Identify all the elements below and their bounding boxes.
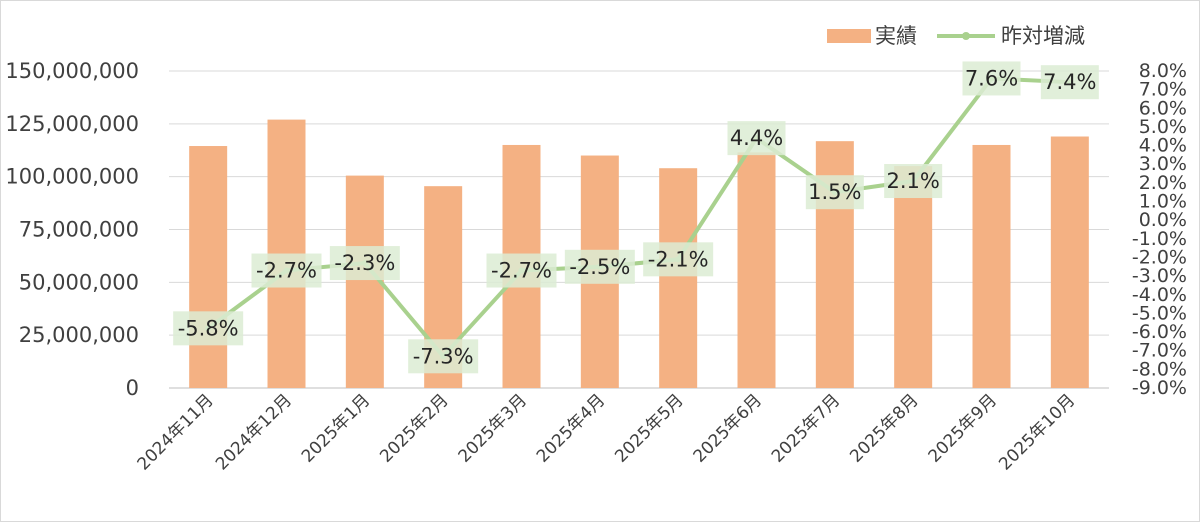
data-label-1: -5.8% bbox=[178, 316, 239, 340]
category-label: 2025年6月 bbox=[690, 390, 766, 466]
category-label: 2025年10月 bbox=[995, 390, 1079, 474]
data-label-11: 7.6% bbox=[965, 66, 1018, 90]
left-tick-label: 125,000,000 bbox=[5, 112, 139, 136]
data-label-12: 7.4% bbox=[1043, 70, 1096, 94]
category-label: 2025年1月 bbox=[298, 390, 374, 466]
data-label-box bbox=[1040, 65, 1099, 100]
right-tick-label: -5.0% bbox=[1132, 302, 1187, 324]
data-label-7: -2.1% bbox=[648, 247, 709, 271]
data-label-3: -2.3% bbox=[334, 251, 395, 275]
right-tick-label: -8.0% bbox=[1132, 358, 1187, 380]
left-tick-label: 100,000,000 bbox=[5, 165, 139, 189]
category-label: 2025年8月 bbox=[846, 390, 922, 466]
legend-line-label: 昨対増減 bbox=[1001, 24, 1085, 48]
gridlines bbox=[169, 70, 1109, 389]
data-label-box bbox=[173, 311, 244, 346]
legend-line-marker bbox=[962, 32, 970, 40]
right-axis: -9.0%-8.0%-7.0%-6.0%-5.0%-4.0%-3.0%-2.0%… bbox=[1132, 60, 1187, 399]
bar-10 bbox=[894, 166, 933, 388]
left-tick-label: 75,000,000 bbox=[19, 218, 139, 242]
data-label-box bbox=[329, 246, 400, 281]
data-label-box bbox=[727, 121, 786, 156]
data-label-box bbox=[251, 253, 322, 288]
bar-3 bbox=[345, 175, 384, 388]
legend-bar-label: 実績 bbox=[875, 24, 917, 48]
category-label: 2025年5月 bbox=[611, 390, 687, 466]
left-tick-label: 50,000,000 bbox=[19, 270, 139, 294]
data-label-5: -2.7% bbox=[491, 259, 552, 283]
right-tick-label: 4.0% bbox=[1139, 135, 1187, 157]
right-tick-label: 7.0% bbox=[1139, 79, 1187, 101]
right-tick-label: -7.0% bbox=[1132, 340, 1187, 362]
data-label-box bbox=[805, 175, 864, 210]
yoy-line bbox=[206, 76, 1070, 359]
right-tick-label: 5.0% bbox=[1139, 116, 1187, 138]
right-tick-label: 6.0% bbox=[1139, 97, 1187, 119]
category-label: 2025年3月 bbox=[455, 390, 531, 466]
bar-series bbox=[189, 119, 1089, 389]
left-tick-label: 25,000,000 bbox=[19, 323, 139, 347]
data-labels: -5.8% -2.7% -2.3% -7.3% -2.7% -2.5% -2.1% 4.4% 1… bbox=[173, 61, 1099, 374]
data-label-8: 4.4% bbox=[730, 126, 783, 150]
right-tick-label: -2.0% bbox=[1132, 246, 1187, 268]
category-label: 2025年2月 bbox=[376, 390, 452, 466]
bar-1 bbox=[189, 146, 228, 388]
data-label-box bbox=[962, 61, 1021, 96]
right-tick-label: 3.0% bbox=[1139, 153, 1187, 175]
category-label: 2025年4月 bbox=[533, 390, 609, 466]
left-axis: 0 25,000,000 50,000,000 75,000,000 100,000,0… bbox=[5, 59, 139, 400]
data-label-box bbox=[884, 164, 943, 199]
bar-7 bbox=[659, 168, 698, 388]
data-label-box bbox=[408, 339, 479, 374]
data-label-box bbox=[486, 253, 557, 288]
right-tick-label: -3.0% bbox=[1132, 265, 1187, 287]
data-label-6: -2.5% bbox=[569, 255, 630, 279]
bar-11 bbox=[972, 144, 1011, 388]
right-tick-label: -4.0% bbox=[1132, 284, 1187, 306]
data-label-4: -7.3% bbox=[413, 344, 474, 368]
legend-bar-swatch bbox=[827, 29, 871, 43]
legend: 実績 昨対増減 bbox=[827, 24, 1085, 48]
right-tick-label: 0.0% bbox=[1139, 209, 1187, 231]
right-tick-label: 2.0% bbox=[1139, 172, 1187, 194]
data-label-9: 1.5% bbox=[808, 180, 861, 204]
right-tick-label: 8.0% bbox=[1139, 60, 1187, 82]
right-tick-label: -6.0% bbox=[1132, 321, 1187, 343]
data-label-box bbox=[564, 249, 635, 284]
category-label: 2024年12月 bbox=[212, 390, 296, 474]
data-label-10: 2.1% bbox=[886, 169, 939, 193]
category-label: 2025年7月 bbox=[768, 390, 844, 466]
data-label-box bbox=[643, 242, 714, 277]
category-label: 2025年9月 bbox=[925, 390, 1001, 466]
right-tick-label: -9.0% bbox=[1132, 377, 1187, 399]
line-series bbox=[205, 75, 1073, 360]
data-label-2: -2.7% bbox=[256, 259, 317, 283]
bar-12 bbox=[1050, 136, 1089, 388]
right-tick-label: 1.0% bbox=[1139, 191, 1187, 213]
bar-8 bbox=[737, 152, 776, 388]
category-label: 2024年11月 bbox=[134, 390, 218, 474]
right-tick-label: -1.0% bbox=[1132, 228, 1187, 250]
left-tick-label: 0 bbox=[126, 376, 139, 400]
left-tick-label: 150,000,000 bbox=[5, 59, 139, 83]
